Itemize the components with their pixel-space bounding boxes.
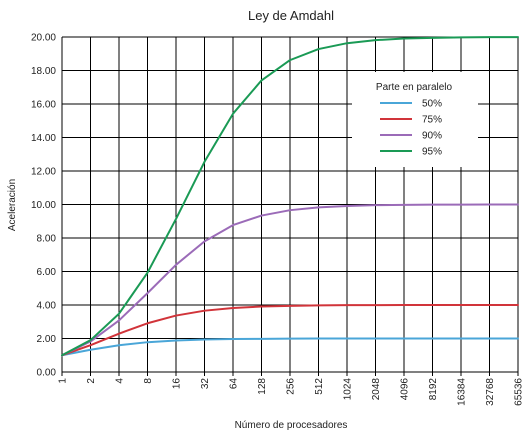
- x-tick-label: 128: [257, 378, 268, 395]
- series-line-95pct: [61, 36, 519, 357]
- x-tick-label: 1: [58, 378, 69, 384]
- legend-label: 75%: [422, 115, 442, 126]
- y-axis-ticks: 0.00 2.00 4.00 6.00 8.00 10.00 12.00 14.00 16.00…: [31, 33, 56, 379]
- x-tick-label: 32768: [485, 378, 496, 406]
- y-tick-label: 18.00: [31, 66, 56, 77]
- x-tick-label: 2: [86, 378, 97, 384]
- y-axis-label: Aceleración: [7, 179, 18, 231]
- legend-label: 90%: [422, 131, 442, 142]
- series-line-90pct: [61, 203, 519, 357]
- x-tick-label: 8: [143, 378, 154, 384]
- y-tick-label: 6.00: [37, 267, 57, 278]
- x-tick-label: 4096: [400, 378, 411, 401]
- y-tick-label: 20.00: [31, 33, 56, 44]
- x-tick-label: 4: [115, 378, 126, 384]
- x-tick-label: 65536: [514, 378, 525, 406]
- legend: Parte en paralelo 50% 75% 90% 95%: [352, 72, 478, 167]
- x-tick-label: 2048: [371, 378, 382, 401]
- y-tick-label: 2.00: [37, 334, 57, 345]
- legend-label: 95%: [422, 147, 442, 158]
- series-lines: [61, 36, 519, 357]
- y-tick-label: 12.00: [31, 167, 56, 178]
- y-tick-label: 8.00: [37, 234, 57, 245]
- x-tick-label: 1024: [343, 378, 354, 401]
- y-tick-label: 4.00: [37, 301, 57, 312]
- x-tick-label: 16384: [457, 378, 468, 406]
- series-line-50pct: [61, 337, 519, 357]
- x-axis-ticks: 1 2 4 8 16 32 64 128 256 512 1024 2048 4096 8192 16384…: [58, 378, 525, 406]
- y-tick-label: 14.00: [31, 133, 56, 144]
- chart-title: Ley de Amdahl: [248, 8, 334, 23]
- x-tick-label: 512: [314, 378, 325, 395]
- x-tick-label: 64: [229, 378, 240, 390]
- x-axis-label: Número de procesadores: [235, 420, 348, 431]
- x-tick-label: 16: [172, 378, 183, 390]
- y-tick-label: 0.00: [37, 368, 57, 379]
- x-tick-label: 256: [286, 378, 297, 395]
- legend-title: Parte en paralelo: [376, 82, 453, 93]
- y-tick-label: 10.00: [31, 200, 56, 211]
- x-tick-label: 8192: [428, 378, 439, 401]
- legend-label: 50%: [422, 99, 442, 110]
- x-tick-label: 32: [200, 378, 211, 390]
- legend-box: [352, 72, 478, 167]
- y-tick-label: 16.00: [31, 100, 56, 111]
- series-line-75pct: [61, 304, 519, 357]
